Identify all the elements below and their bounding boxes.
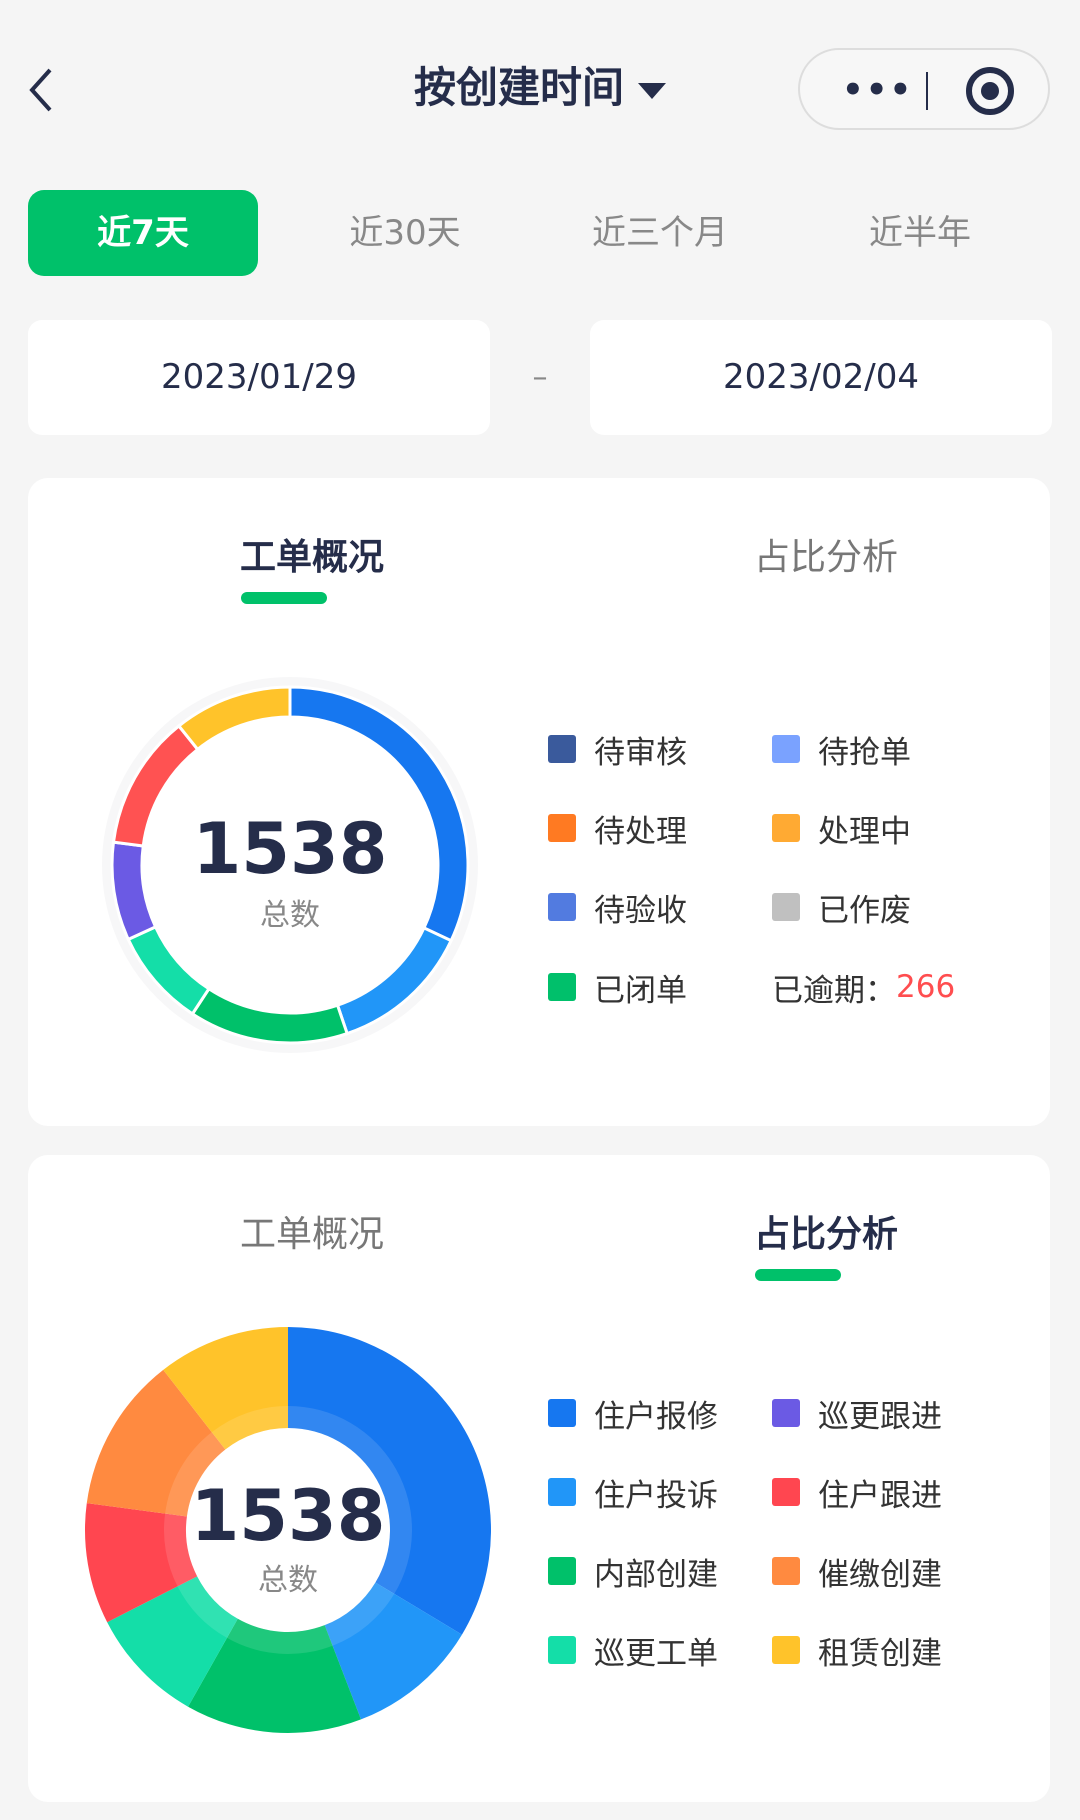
legend-item: 巡更工单 xyxy=(548,1630,718,1672)
total-count: 1538 xyxy=(190,1475,386,1557)
donut-inner-highlight xyxy=(177,1576,238,1638)
tab-ratio-analysis[interactable]: 占比分析 xyxy=(753,537,898,578)
status-donut-chart xyxy=(102,677,478,1053)
legend-item: 催缴创建 xyxy=(772,1551,942,1593)
donut-inner-highlight xyxy=(165,1432,226,1517)
overdue-count: 已逾期： 266 xyxy=(772,967,956,1009)
legend-label: 待验收 xyxy=(594,892,687,929)
legend-label: 已闭单 xyxy=(594,972,687,1009)
legend-item: 待处理 xyxy=(548,808,687,850)
more-dots-icon[interactable]: ••• xyxy=(842,70,914,110)
active-tab-underline xyxy=(241,592,327,604)
legend-label: 住户跟进 xyxy=(818,1477,942,1514)
donut-slice[interactable] xyxy=(107,1576,238,1707)
legend-swatch xyxy=(772,1557,800,1585)
legend-swatch xyxy=(548,893,576,921)
donut-inner-highlight xyxy=(164,1513,198,1587)
ratio-card: 工单概况 占比分析 1538 总数 住户报修 巡更跟进住户投诉 住户跟进内部创建 催缴… xyxy=(28,1155,1050,1802)
legend-swatch xyxy=(548,1399,576,1427)
legend-label: 租赁创建 xyxy=(818,1635,942,1672)
donut-slice[interactable] xyxy=(188,1618,361,1733)
legend-swatch xyxy=(772,1636,800,1664)
overdue-value: 266 xyxy=(896,969,956,1005)
mini-program-capsule: ••• xyxy=(798,48,1050,130)
legend-swatch xyxy=(772,814,800,842)
legend-swatch xyxy=(548,973,576,1001)
range-tab-30-days[interactable]: 近30天 xyxy=(349,213,461,253)
legend-item: 待验收 xyxy=(548,887,687,929)
donut-slice[interactable] xyxy=(86,1369,226,1517)
legend-swatch xyxy=(548,735,576,763)
legend-swatch xyxy=(548,1478,576,1506)
legend-item: 已作废 xyxy=(772,887,911,929)
back-chevron-left-icon[interactable] xyxy=(26,62,66,118)
legend-swatch xyxy=(548,1636,576,1664)
legend-swatch xyxy=(548,814,576,842)
legend-item: 租赁创建 xyxy=(772,1630,942,1672)
legend-label: 待处理 xyxy=(594,813,687,850)
range-tab-3-months[interactable]: 近三个月 xyxy=(592,213,728,253)
legend-swatch xyxy=(772,893,800,921)
tab-ratio-analysis[interactable]: 占比分析 xyxy=(753,1214,898,1255)
legend-label: 处理中 xyxy=(818,813,911,850)
page-title: 按创建时间 xyxy=(413,63,624,112)
legend-label: 待抢单 xyxy=(818,734,911,771)
capsule-divider xyxy=(926,72,928,110)
donut-slice[interactable] xyxy=(288,1327,491,1635)
end-date-field[interactable]: 2023/02/04 xyxy=(590,320,1052,435)
donut-inner-highlight xyxy=(324,1582,395,1646)
tab-overview[interactable]: 工单概况 xyxy=(239,1214,384,1255)
legend-label: 已作废 xyxy=(818,892,911,929)
legend-swatch xyxy=(548,1557,576,1585)
legend-swatch xyxy=(772,1399,800,1427)
legend-swatch xyxy=(772,735,800,763)
legend-label: 住户报修 xyxy=(594,1398,718,1435)
total-label: 总数 xyxy=(258,1563,318,1598)
donut-slice[interactable] xyxy=(324,1582,462,1720)
legend-item: 住户报修 xyxy=(548,1393,718,1435)
tab-overview[interactable]: 工单概况 xyxy=(239,537,384,578)
legend-item: 住户跟进 xyxy=(772,1472,942,1514)
donut-slice[interactable] xyxy=(84,1503,198,1623)
legend-label: 催缴创建 xyxy=(818,1556,942,1593)
legend-label: 内部创建 xyxy=(594,1556,718,1593)
active-tab-underline xyxy=(755,1269,841,1281)
donut-slice[interactable] xyxy=(163,1327,288,1450)
legend-swatch xyxy=(772,1478,800,1506)
range-tab-half-year[interactable]: 近半年 xyxy=(869,213,971,253)
date-separator: – xyxy=(532,360,548,395)
donut-inner-highlight xyxy=(288,1406,412,1594)
start-date-field[interactable]: 2023/01/29 xyxy=(28,320,490,435)
overdue-label: 已逾期： xyxy=(772,972,896,1009)
legend-item: 已闭单 xyxy=(548,967,687,1009)
legend-label: 巡更跟进 xyxy=(818,1398,942,1435)
overview-card: 工单概况 占比分析 1538 总数 待审核 待抢单 待处理 处理中 待验收 已作废 已闭单 … xyxy=(28,478,1050,1126)
legend-item: 巡更跟进 xyxy=(772,1393,942,1435)
legend-item: 住户投诉 xyxy=(548,1472,718,1514)
caret-down-icon xyxy=(638,82,666,99)
donut-inner-highlight xyxy=(211,1406,288,1450)
legend-item: 待抢单 xyxy=(772,729,911,771)
legend-item: 处理中 xyxy=(772,808,911,850)
range-tab-7-days[interactable]: 近7天 xyxy=(28,190,258,276)
total-count: 1538 xyxy=(192,808,388,890)
legend-label: 巡更工单 xyxy=(594,1635,718,1672)
legend-label: 住户投诉 xyxy=(594,1477,718,1514)
donut-inner-highlight xyxy=(226,1618,333,1654)
legend-label: 待审核 xyxy=(594,734,687,771)
legend-item: 内部创建 xyxy=(548,1551,718,1593)
source-donut-chart xyxy=(84,1327,491,1733)
donut-slice[interactable] xyxy=(176,685,292,752)
total-label: 总数 xyxy=(260,898,320,933)
sort-dropdown[interactable]: 按创建时间 xyxy=(0,58,1080,118)
target-circle-icon[interactable] xyxy=(966,67,1014,115)
legend-item: 待审核 xyxy=(548,729,687,771)
